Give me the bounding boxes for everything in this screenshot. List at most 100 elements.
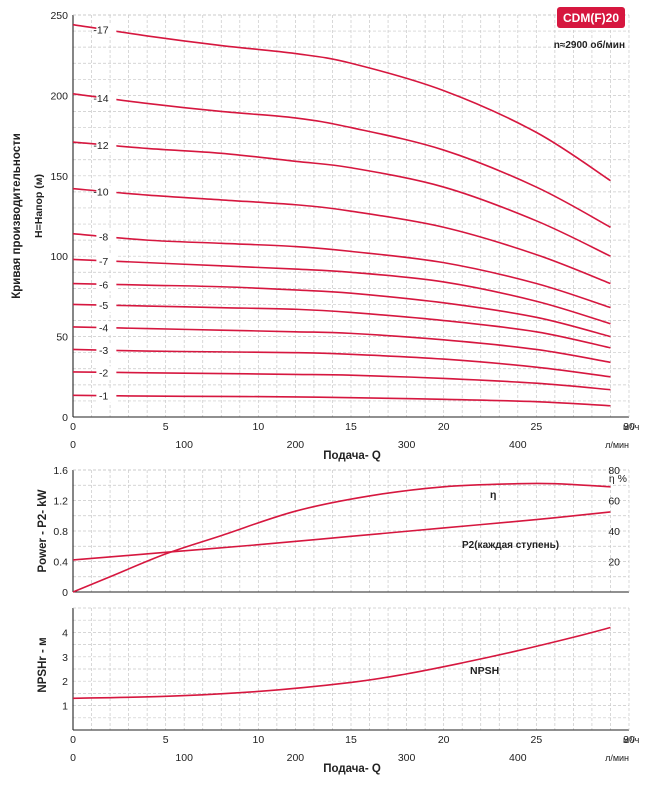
- y-outer-title: Кривая производительности: [11, 133, 23, 299]
- x-axis-title: Подача- Q: [323, 450, 381, 462]
- y2-tick-label: 60: [608, 496, 620, 508]
- head-curve: [72, 348, 611, 378]
- head-curve: [72, 258, 611, 325]
- curve-label-bg: [96, 254, 117, 268]
- head-curve: [72, 394, 611, 407]
- curve-label-bg: [96, 138, 117, 152]
- y-tick-label: 150: [50, 171, 68, 183]
- curve-label: -1: [99, 391, 108, 403]
- y-tick-label: 0.8: [53, 526, 68, 538]
- head-curve: [72, 371, 611, 391]
- head-curve: [72, 326, 611, 364]
- x-tick-label: 5: [163, 734, 169, 746]
- x2-tick-label: 100: [175, 439, 193, 451]
- curve-label-bg: [96, 230, 117, 244]
- power-efficiency-panel: 0 0.4 0.8 1.2 1.6 20 40 60 80η % Power - P2- kW η P…: [37, 465, 630, 599]
- curve-label: -10: [93, 187, 108, 199]
- y-axis-title: Power - P2- kW: [37, 489, 49, 572]
- curve-label: -5: [99, 300, 108, 312]
- curve-label: -17: [93, 25, 108, 37]
- x2-tick-label: 200: [287, 439, 305, 451]
- npsh-curve: [72, 626, 611, 700]
- x-tick-label: 20: [438, 421, 450, 433]
- title-badge: [557, 7, 625, 28]
- x-tick-label: 15: [345, 734, 357, 746]
- y-axis-title: NPSHr - м: [37, 637, 49, 692]
- head-curve: [72, 303, 611, 349]
- x2-unit-label: л/мин: [605, 753, 629, 763]
- y2-tick-label: 20: [608, 557, 620, 569]
- x-tick-label: 25: [530, 734, 542, 746]
- x-tick-label: 5: [163, 421, 169, 433]
- curve-label: -12: [93, 140, 108, 152]
- x2-tick-label: 0: [70, 439, 76, 451]
- y-tick-label: 2: [62, 676, 68, 688]
- chart-title: CDM(F)20: [563, 11, 619, 25]
- curve-label: -4: [99, 323, 108, 335]
- curve-label: -8: [99, 232, 108, 244]
- curve-label: -6: [99, 279, 108, 291]
- curve-label-bg: [96, 366, 117, 380]
- curve-label-bg: [96, 321, 117, 335]
- x2-tick-label: 300: [398, 752, 416, 764]
- x-tick-label: 10: [252, 734, 264, 746]
- y-tick-label: 0.4: [53, 557, 68, 569]
- curve-label-bg: [96, 185, 117, 199]
- efficiency-curve: [72, 482, 611, 593]
- curve-label: -2: [99, 367, 108, 379]
- head-curve: [72, 282, 611, 338]
- x-unit-label: м³/ч: [623, 735, 640, 745]
- x2-tick-label: 300: [398, 439, 416, 451]
- x-tick-label: 0: [70, 421, 76, 433]
- y-tick-label: 4: [62, 627, 68, 639]
- y-axis-title: H=Напор (м): [33, 174, 45, 238]
- x-tick-label: 30: [623, 421, 635, 433]
- x-tick-label: 0: [70, 734, 76, 746]
- npsh-label: NPSH: [470, 665, 499, 677]
- chart-subtitle: n≈2900 об/мин: [554, 39, 625, 51]
- y-tick-label: 0: [62, 587, 68, 599]
- head-curve: [72, 141, 611, 257]
- x-axis-title: Подача- Q: [323, 763, 381, 775]
- curve-label-bg: [96, 389, 117, 403]
- x2-tick-label: 100: [175, 752, 193, 764]
- curve-label-bg: [96, 23, 117, 37]
- y-tick-label: 1: [62, 701, 68, 713]
- head-curve: [72, 232, 611, 309]
- x2-tick-label: 400: [509, 439, 527, 451]
- power-curve: [72, 511, 611, 561]
- y-tick-label: 250: [50, 10, 68, 22]
- y-tick-label: 200: [50, 90, 68, 102]
- y2-axis-title: η %: [609, 473, 627, 485]
- x2-tick-label: 400: [509, 752, 527, 764]
- curve-label: -3: [99, 345, 108, 357]
- y-tick-label: 3: [62, 652, 68, 664]
- head-curve: [72, 187, 611, 285]
- curve-label-bg: [96, 344, 117, 358]
- x2-tick-label: 200: [287, 752, 305, 764]
- curve-label-bg: [96, 92, 117, 106]
- y-tick-label: 100: [50, 251, 68, 263]
- x-tick-label: 15: [345, 421, 357, 433]
- x-tick-label: 20: [438, 734, 450, 746]
- x-tick-label: 30: [623, 734, 635, 746]
- y-tick-label: 0: [62, 412, 68, 424]
- y2-tick-label: 40: [608, 526, 620, 538]
- head-curve: [72, 92, 611, 228]
- efficiency-label: η: [490, 489, 496, 501]
- y-tick-label: 50: [56, 332, 68, 344]
- y-tick-label: 1.6: [53, 465, 68, 477]
- head-curve: [72, 23, 611, 182]
- x-unit-label: м³/ч: [623, 422, 640, 432]
- curve-label-bg: [96, 278, 117, 292]
- y-tick-label: 1.2: [53, 496, 68, 508]
- curve-label-bg: [96, 299, 117, 313]
- y2-tick-label: 80: [608, 465, 620, 477]
- power-label: P2(каждая ступень): [462, 540, 559, 551]
- curve-label: -14: [93, 93, 108, 105]
- x2-tick-label: 0: [70, 752, 76, 764]
- x-tick-label: 25: [530, 421, 542, 433]
